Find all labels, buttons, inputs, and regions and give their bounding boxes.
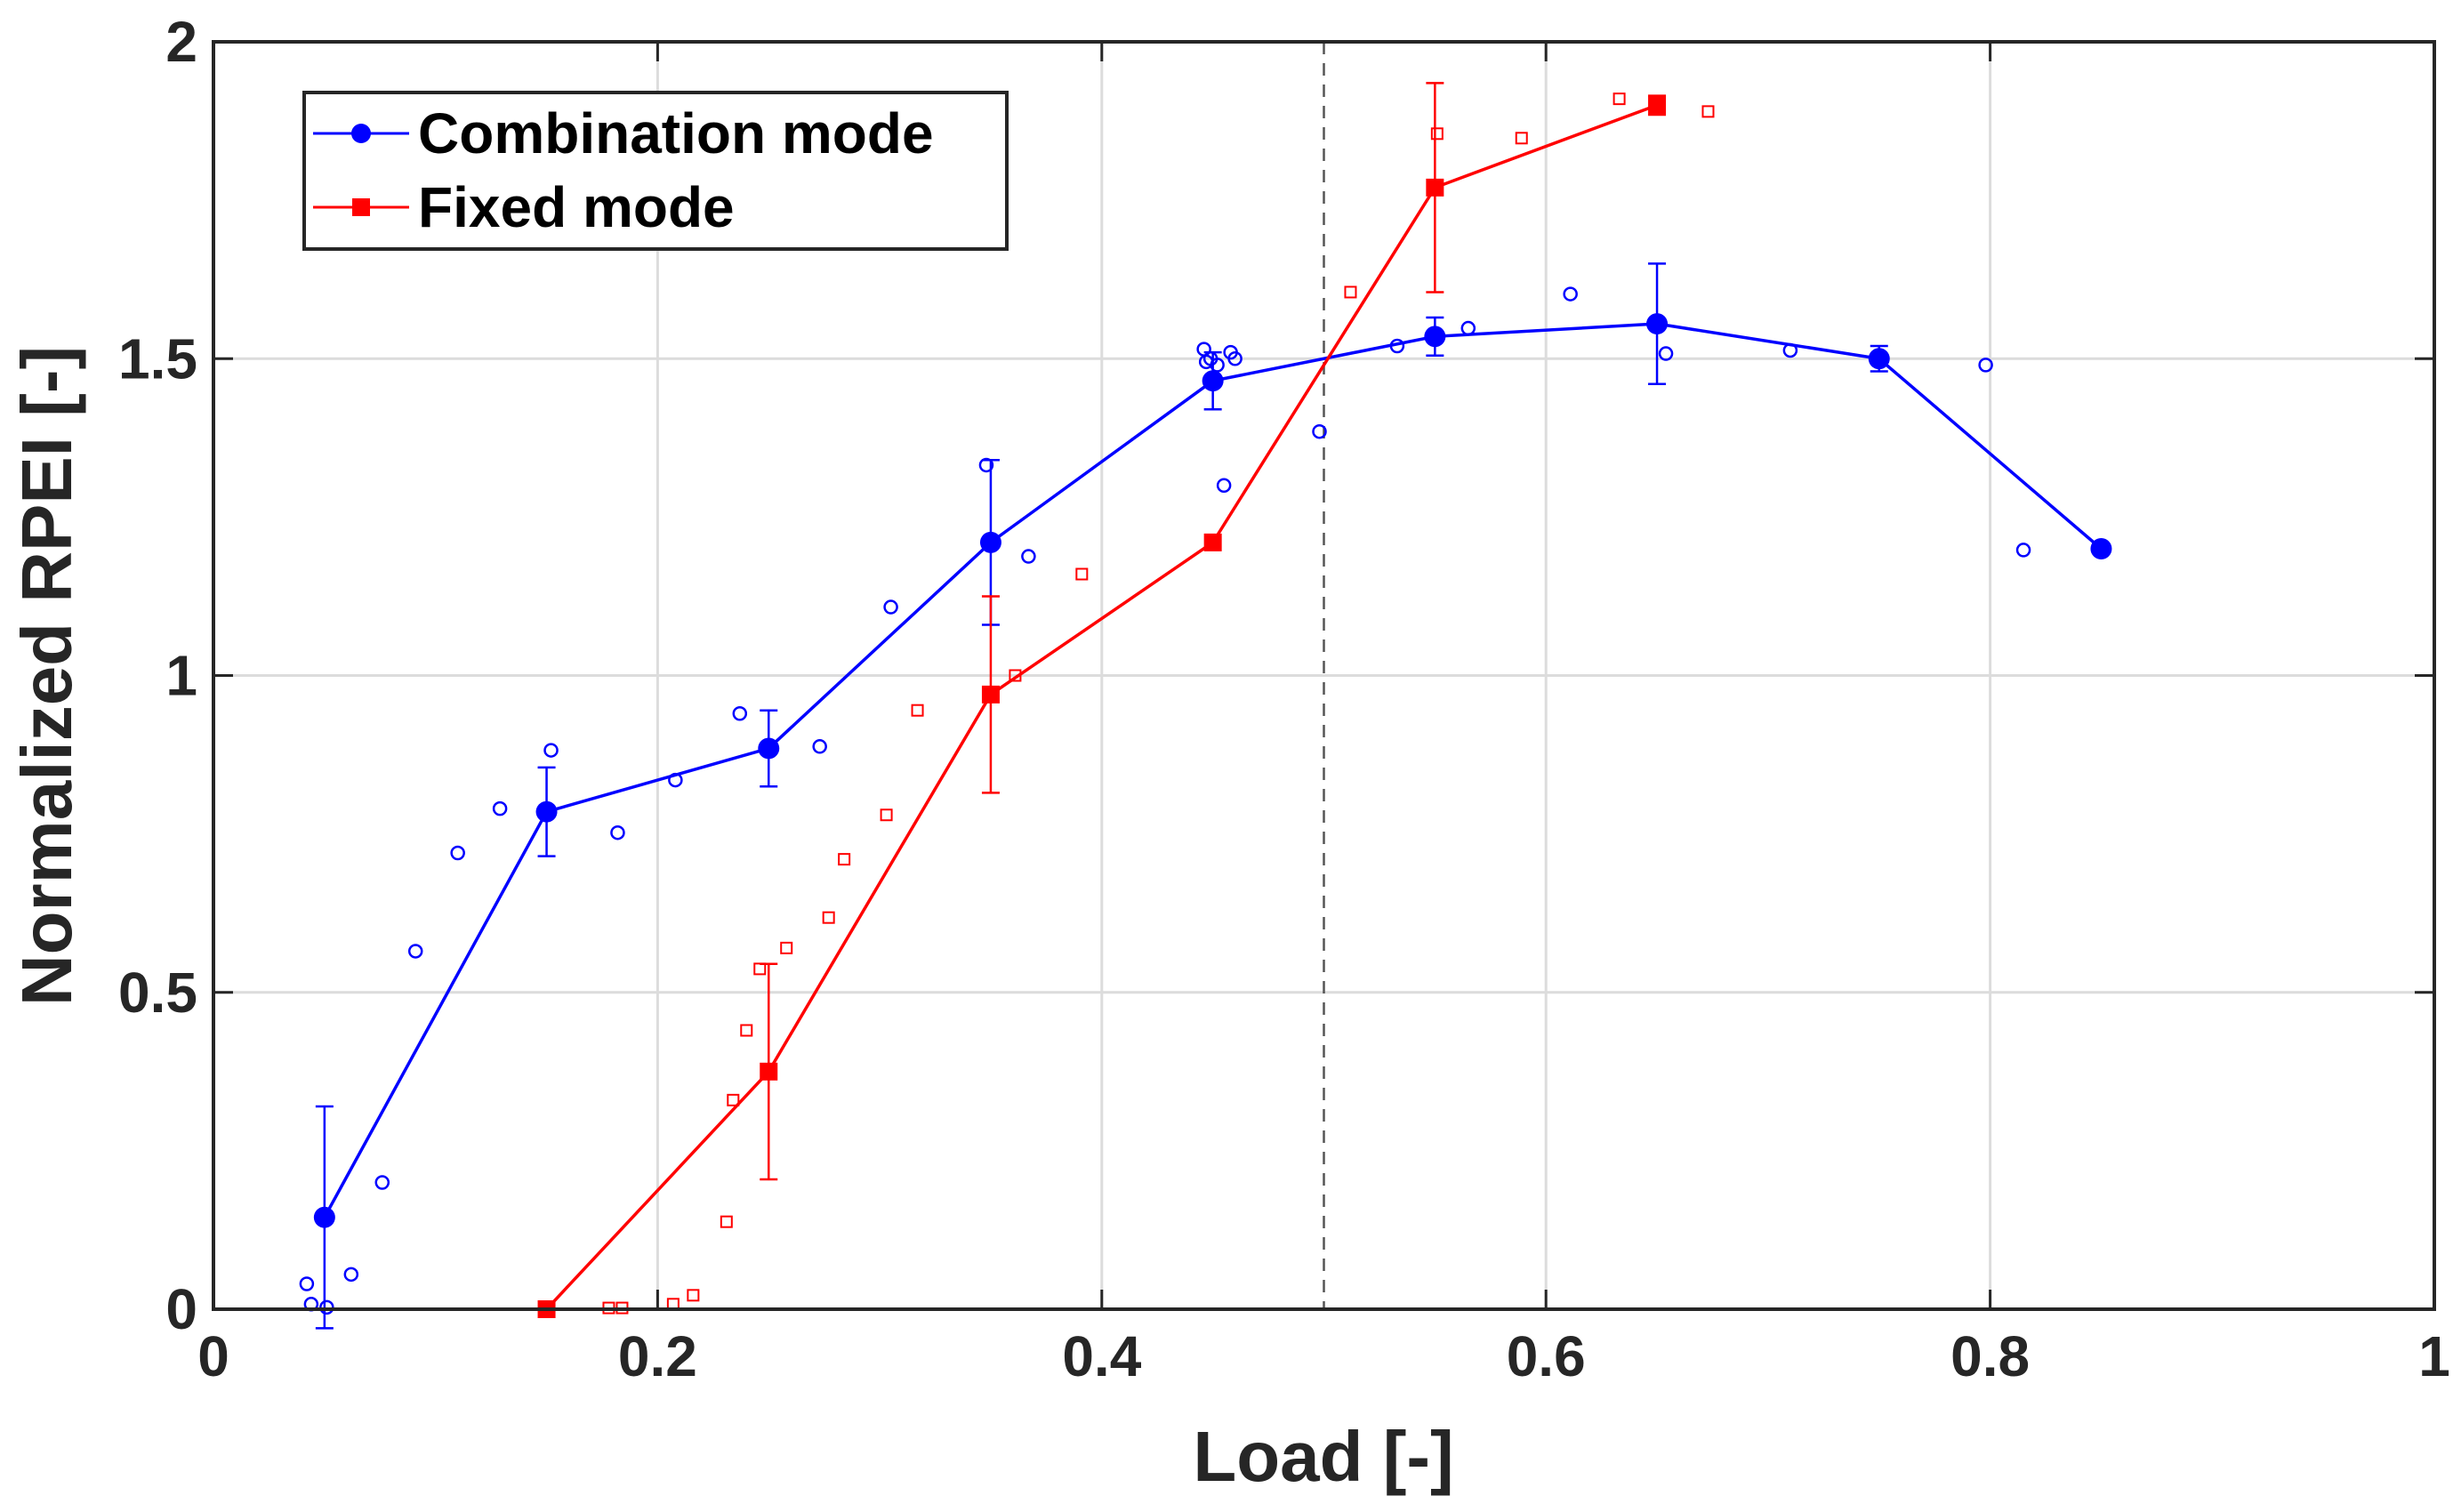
data-point xyxy=(1646,313,1669,335)
scatter-point xyxy=(727,1093,740,1106)
scatter-point xyxy=(1075,567,1089,581)
data-point xyxy=(1424,326,1446,348)
scatter-point xyxy=(1312,423,1327,439)
legend-marker-fixed xyxy=(352,198,370,216)
scatter-point xyxy=(2015,543,2031,558)
data-point xyxy=(760,1062,778,1081)
x-axis-label: Load [-] xyxy=(1193,1417,1453,1496)
data-point xyxy=(1426,178,1444,197)
scatter-point xyxy=(812,739,827,754)
y-tick-label: 2 xyxy=(165,10,197,74)
data-point xyxy=(1203,533,1222,551)
scatter-point xyxy=(610,824,625,840)
scatter-point xyxy=(1658,346,1674,361)
x-tick-label: 0 xyxy=(197,1324,229,1388)
scatter-point xyxy=(720,1215,733,1228)
data-point xyxy=(313,1206,335,1228)
scatter-point xyxy=(978,457,994,473)
series-fixed xyxy=(537,82,1715,1318)
scatter-point xyxy=(1344,286,1357,299)
series-layer xyxy=(299,82,2112,1330)
data-point xyxy=(758,737,780,760)
data-point xyxy=(979,531,1001,553)
scatter-point xyxy=(911,704,924,717)
scatter-point xyxy=(1563,286,1578,302)
legend-marker-combination xyxy=(351,124,371,143)
data-point xyxy=(535,800,558,823)
series-line xyxy=(545,103,1658,1311)
scatter-point xyxy=(732,706,748,721)
scatter-point xyxy=(1216,478,1232,493)
scatter-point xyxy=(822,911,835,924)
y-tick-label: 0 xyxy=(165,1277,197,1341)
scatter-point xyxy=(450,845,465,861)
scatter-point xyxy=(740,1024,753,1037)
data-point xyxy=(1868,348,1890,370)
scatter-point xyxy=(407,944,423,959)
tick-marks xyxy=(212,40,2436,1311)
data-point xyxy=(981,685,1000,704)
y-tick-label: 1.5 xyxy=(118,326,197,390)
legend: Combination mode Fixed mode xyxy=(302,91,1009,251)
scatter-point xyxy=(687,1289,700,1302)
data-point xyxy=(1202,370,1224,392)
scatter-point xyxy=(1701,105,1715,118)
scatter-point xyxy=(780,941,793,954)
scatter-point xyxy=(319,1299,334,1315)
scatter-point xyxy=(343,1267,359,1283)
x-tick-label: 0.8 xyxy=(1950,1324,2030,1388)
grid-lines xyxy=(213,42,2434,1309)
scatter-point xyxy=(543,743,559,758)
data-point xyxy=(1648,96,1667,115)
x-tick-label: 0.4 xyxy=(1062,1324,1141,1388)
y-tick-label: 1 xyxy=(165,644,197,708)
y-tick-labels: 0 0.5 1 1.5 2 xyxy=(118,10,197,1341)
scatter-point xyxy=(1021,549,1036,564)
data-point xyxy=(2090,538,2112,559)
y-tick-label: 0.5 xyxy=(118,961,197,1025)
scatter-point xyxy=(1430,127,1444,141)
scatter-point xyxy=(299,1276,315,1291)
legend-box xyxy=(302,91,1009,251)
scatter-point xyxy=(492,800,508,816)
scatter-point xyxy=(1515,132,1528,145)
x-tick-label: 0.2 xyxy=(618,1324,697,1388)
series-combination xyxy=(299,262,2112,1330)
x-tick-label: 1 xyxy=(2418,1324,2450,1388)
scatter-point xyxy=(1613,92,1626,106)
legend-label-fixed: Fixed mode xyxy=(418,175,735,239)
x-tick-labels: 0 0.2 0.4 0.6 0.8 1 xyxy=(197,1324,2450,1388)
scatter-point xyxy=(880,808,893,822)
scatter-point xyxy=(1978,358,1993,373)
x-tick-label: 0.6 xyxy=(1507,1324,1586,1388)
scatter-point xyxy=(374,1175,390,1190)
y-axis-label: Normalized RPEI [-] xyxy=(7,346,86,1006)
legend-label-combination: Combination mode xyxy=(418,101,934,165)
scatter-point xyxy=(883,599,898,615)
scatter-point xyxy=(838,853,851,866)
scatter-point xyxy=(1227,351,1243,366)
